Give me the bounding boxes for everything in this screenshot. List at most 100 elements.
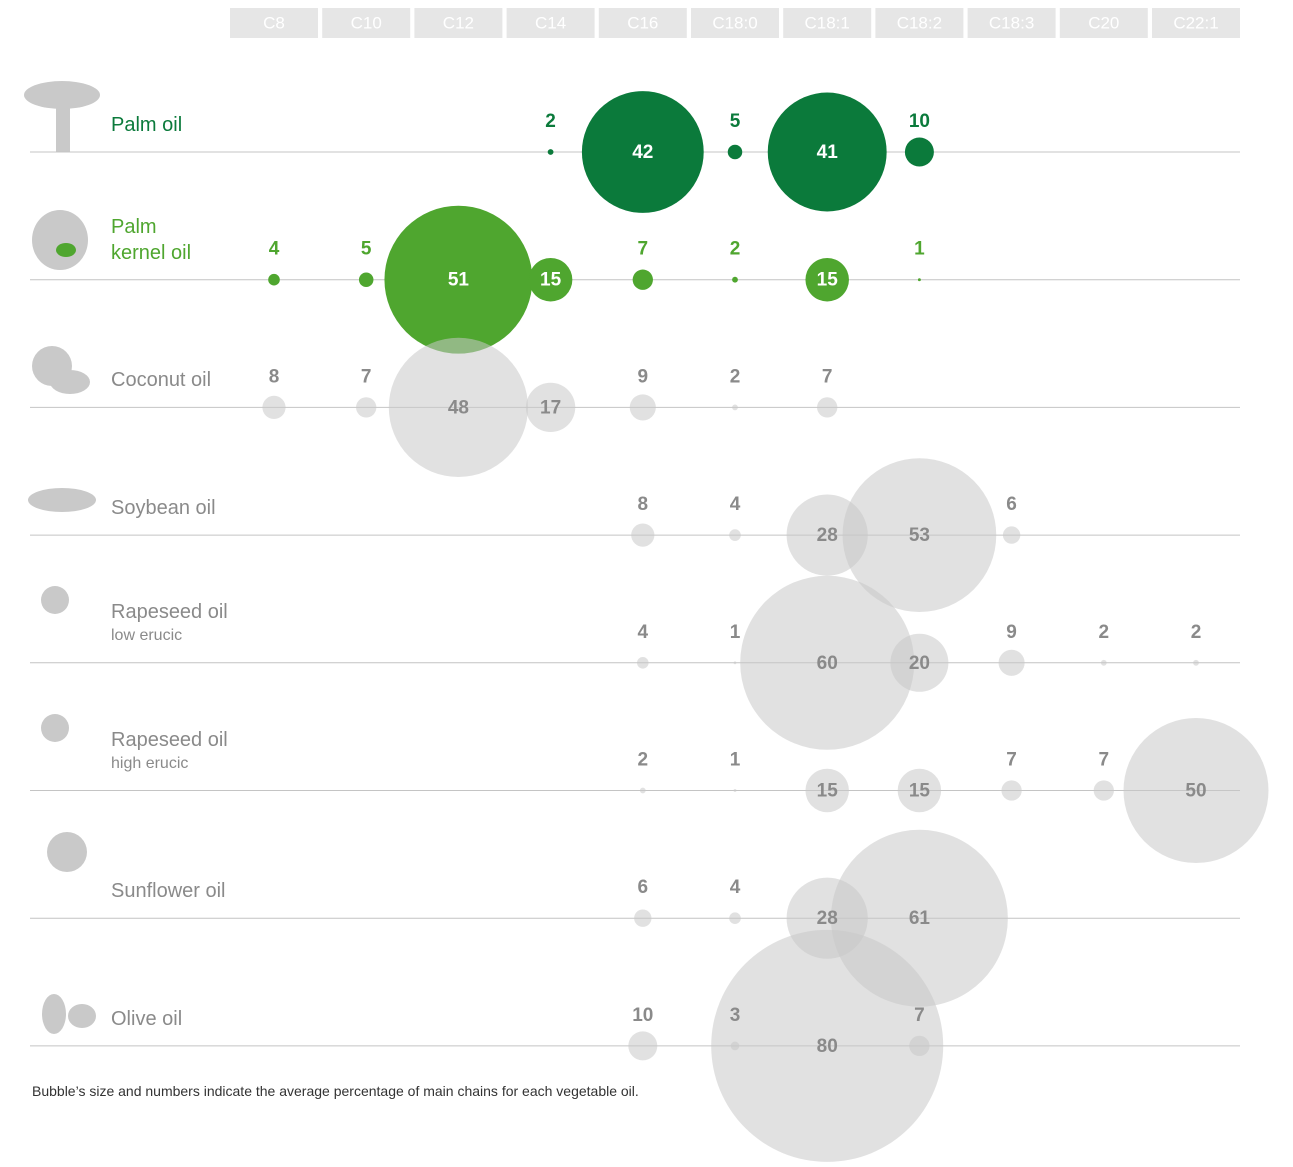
value-label: 7 [1006, 750, 1017, 771]
oil-name-text: Palm kernel oil [111, 215, 192, 264]
bubble [904, 137, 934, 167]
value-label: 8 [269, 366, 280, 387]
bubble [1193, 659, 1199, 666]
column-header [1059, 8, 1148, 38]
bubble [637, 657, 649, 669]
bubble [525, 382, 576, 433]
value-label: 60 [817, 653, 838, 674]
oil-name-text: Rapeseed oil [111, 600, 228, 623]
column-label: C18:0 [712, 13, 757, 32]
value-label: 15 [540, 270, 562, 291]
value-label: 9 [638, 366, 649, 387]
column-header [967, 8, 1056, 38]
value-label: 51 [448, 270, 470, 291]
bubble [639, 787, 646, 794]
column-header [1152, 8, 1240, 38]
value-label: 4 [269, 239, 280, 260]
kernel-icon [56, 243, 76, 257]
column-label: C20 [1088, 13, 1119, 32]
bubble [1001, 780, 1022, 801]
bubble [547, 149, 554, 155]
bubble [729, 529, 741, 541]
bubble [356, 397, 377, 418]
rapeseed-icon [41, 714, 69, 742]
bubble [727, 144, 743, 160]
value-label: 28 [817, 525, 838, 546]
bubble [388, 337, 528, 477]
value-label: 1 [730, 750, 741, 771]
bubble [805, 768, 849, 813]
value-label: 48 [448, 397, 469, 418]
oil-name-text: Olive oil [111, 1007, 183, 1030]
value-label: 7 [914, 1005, 925, 1026]
bubble [917, 278, 921, 282]
rapeseed-icon [41, 586, 69, 614]
palm-icon [24, 81, 100, 109]
column-header [875, 8, 964, 38]
column-header [322, 8, 411, 38]
value-label: 28 [817, 908, 838, 929]
sunflower-icon [47, 832, 87, 872]
olive-icon [42, 994, 66, 1034]
bubble [528, 257, 573, 302]
column-label: C10 [351, 13, 382, 32]
oil-name-text: Coconut oil [111, 369, 212, 392]
bubble [842, 458, 997, 612]
footnote: Bubble’s size and numbers indicate the a… [32, 1083, 639, 1099]
bubble [817, 397, 838, 418]
bubble [628, 1031, 658, 1061]
value-label: 1 [914, 239, 925, 260]
bubble [733, 789, 737, 792]
oil-name: Rapeseed oil high erucic [111, 727, 311, 775]
bubble [384, 205, 533, 354]
bubble [897, 768, 942, 813]
value-label: 61 [909, 908, 931, 929]
bubble [732, 276, 738, 283]
soy-icon [28, 488, 96, 512]
bubble [998, 649, 1025, 676]
bubble [629, 394, 656, 421]
value-label: 10 [909, 111, 930, 132]
column-label: C8 [263, 13, 285, 32]
value-label: 8 [638, 494, 649, 515]
value-label: 2 [545, 111, 556, 132]
bubble [733, 661, 737, 665]
palm-icon [56, 100, 70, 152]
column-label: C18:3 [989, 13, 1034, 32]
bubble [1123, 718, 1269, 863]
value-label: 4 [730, 494, 741, 515]
oil-icons [24, 81, 100, 1034]
value-label: 50 [1185, 781, 1206, 802]
kernel-icon [32, 210, 88, 270]
value-label: 15 [817, 781, 839, 802]
value-label: 20 [909, 653, 930, 674]
column-header [783, 8, 872, 38]
oil-name-text: Soybean oil [111, 497, 216, 520]
oil-subtitle: low erucic [111, 626, 183, 644]
value-label: 1 [730, 622, 741, 643]
bubble [632, 269, 653, 290]
oil-name: Sunflower oil [111, 878, 311, 904]
value-label: 80 [817, 1036, 838, 1057]
bubble [1100, 659, 1107, 666]
oil-name-text: Sunflower oil [111, 880, 226, 903]
value-label: 4 [730, 877, 741, 898]
bubble [268, 273, 280, 286]
value-label: 6 [638, 877, 649, 898]
bubble [805, 257, 849, 302]
bubble [767, 92, 887, 212]
value-label: 9 [1006, 622, 1017, 643]
bubble [1002, 526, 1021, 544]
oil-name: Palm kernel oil [111, 214, 211, 266]
oil-name-text: Palm oil [111, 114, 183, 136]
value-label: 2 [730, 239, 741, 260]
value-label: 7 [638, 239, 649, 260]
column-label: C18:2 [897, 13, 942, 32]
value-label: 5 [730, 111, 741, 132]
bubble [909, 1035, 930, 1057]
bubble [890, 633, 949, 692]
value-label: 42 [632, 142, 653, 163]
value-label: 5 [361, 239, 372, 260]
